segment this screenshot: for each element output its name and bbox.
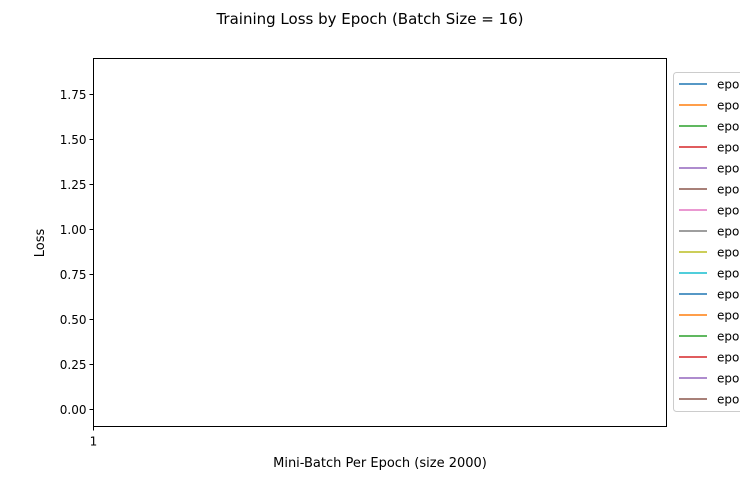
- legend-item: epoc: [679, 162, 740, 176]
- legend-item: epoc: [679, 246, 740, 260]
- legend-label: epoc: [717, 288, 740, 302]
- legend-item: epoc: [679, 141, 740, 155]
- legend-item: epoc: [679, 351, 740, 365]
- y-axis-label: Loss: [33, 229, 48, 258]
- y-tick-label: 0.25: [60, 358, 87, 372]
- legend-frame: [673, 72, 740, 412]
- x-axis: 1: [90, 426, 98, 449]
- legend: epoc epoc epoc epoc epoc epoc epoc epoc epoc epoc…: [673, 72, 740, 412]
- legend-label: epoc: [717, 162, 740, 176]
- legend-label: epoc: [717, 309, 740, 323]
- x-axis-label: Mini-Batch Per Epoch (size 2000): [273, 456, 487, 471]
- plot-area: 0.00 0.25 0.50 0.75 1.00 1.25 1.50 1.75 1: [60, 58, 667, 449]
- legend-label: epoc: [717, 225, 740, 239]
- legend-label: epoc: [717, 351, 740, 365]
- legend-label: epoc: [717, 372, 740, 386]
- legend-item: epoc: [679, 78, 740, 92]
- legend-item: epoc: [679, 204, 740, 218]
- legend-item: epoc: [679, 120, 740, 134]
- plot-frame: [93, 58, 667, 427]
- legend-label: epoc: [717, 393, 740, 407]
- legend-item: epoc: [679, 225, 740, 239]
- x-tick-label: 1: [90, 435, 98, 449]
- legend-label: epoc: [717, 120, 740, 134]
- legend-label: epoc: [717, 204, 740, 218]
- y-tick-label: 0.75: [60, 268, 87, 282]
- legend-label: epoc: [717, 267, 740, 281]
- legend-label: epoc: [717, 141, 740, 155]
- legend-item: epoc: [679, 330, 740, 344]
- legend-label: epoc: [717, 246, 740, 260]
- chart-title: Training Loss by Epoch (Batch Size = 16): [215, 10, 523, 28]
- legend-item: epoc: [679, 288, 740, 302]
- legend-item: epoc: [679, 372, 740, 386]
- legend-item: epoc: [679, 309, 740, 323]
- legend-label: epoc: [717, 78, 740, 92]
- legend-item: epoc: [679, 267, 740, 281]
- y-tick-label: 1.75: [60, 88, 87, 102]
- y-tick-label: 0.50: [60, 313, 87, 327]
- legend-item: epoc: [679, 183, 740, 197]
- y-axis: 0.00 0.25 0.50 0.75 1.00 1.25 1.50 1.75: [60, 88, 94, 417]
- legend-label: epoc: [717, 330, 740, 344]
- legend-item: epoc: [679, 393, 740, 407]
- y-tick-label: 1.50: [60, 133, 87, 147]
- y-tick-label: 1.25: [60, 178, 87, 192]
- legend-label: epoc: [717, 99, 740, 113]
- legend-item: epoc: [679, 99, 740, 113]
- legend-label: epoc: [717, 183, 740, 197]
- y-tick-label: 0.00: [60, 403, 87, 417]
- y-tick-label: 1.00: [60, 223, 87, 237]
